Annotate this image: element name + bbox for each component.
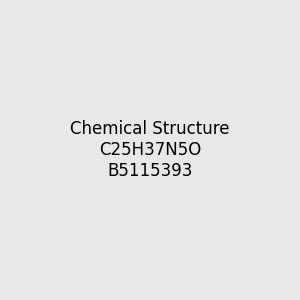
- Text: Chemical Structure
C25H37N5O
B5115393: Chemical Structure C25H37N5O B5115393: [70, 120, 230, 180]
